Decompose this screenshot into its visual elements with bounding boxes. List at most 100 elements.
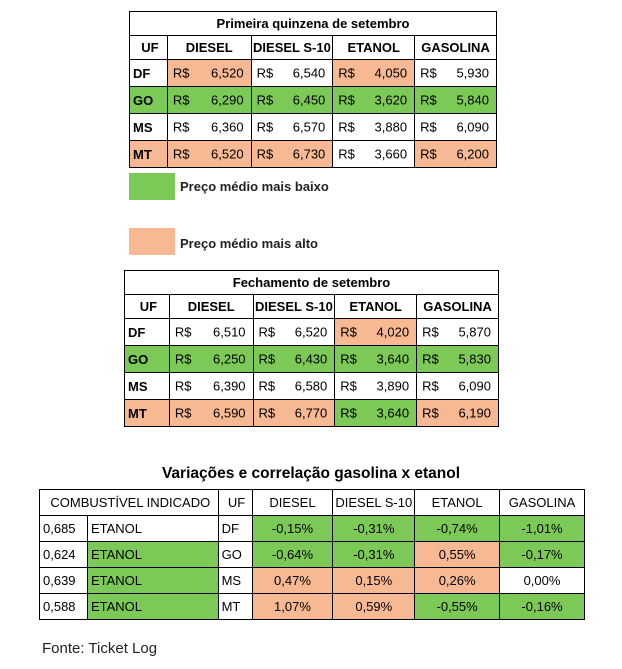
table2-header-diesel-s10: DIESEL S-10 — [252, 294, 336, 319]
price-value: 3,640 — [376, 405, 410, 421]
uf-cell: MS — [129, 113, 168, 141]
currency-symbol: R$ — [340, 378, 357, 394]
price-value: 6,590 — [213, 405, 246, 421]
price-value: 6,520 — [211, 146, 244, 162]
currency-symbol: R$ — [340, 351, 357, 367]
price-cell: R$ 3,640 — [334, 345, 418, 373]
price-cell: R$ 4,050 — [332, 59, 416, 87]
table-row: 0,588 ETANOL MT 1,07% 0,59% -0,55% -0,16% — [39, 593, 585, 620]
price-value: 4,020 — [376, 324, 410, 340]
currency-symbol: R$ — [258, 324, 276, 340]
price-cell: R$ 6,390 — [168, 372, 254, 400]
legend-high-label: Preço médio mais alto — [180, 236, 318, 251]
variation-cell: 0,59% — [332, 593, 416, 620]
price-cell: R$ 3,640 — [334, 399, 418, 427]
fuel-cell: ETANOL — [86, 593, 219, 620]
price-value: 6,430 — [294, 351, 328, 367]
table2-header-uf: UF — [124, 294, 170, 319]
table2-header-row: UF DIESEL DIESEL S-10 ETANOL GASOLINA — [124, 294, 499, 319]
currency-symbol: R$ — [340, 324, 357, 340]
table3-header-uf: UF — [217, 489, 253, 516]
table1-header-diesel-s10: DIESEL S-10 — [250, 35, 334, 60]
table2-title: Fechamento de setembro — [124, 270, 499, 295]
variation-cell: 0,15% — [332, 567, 416, 594]
currency-symbol: R$ — [256, 146, 274, 162]
price-cell: R$ 6,730 — [250, 140, 334, 168]
uf-cell: MS — [217, 567, 253, 594]
fuel-cell: ETANOL — [86, 515, 219, 542]
currency-symbol: R$ — [174, 324, 192, 340]
price-cell: R$ 6,090 — [414, 113, 497, 141]
price-cell: R$ 5,840 — [414, 86, 497, 114]
currency-symbol: R$ — [420, 65, 437, 81]
price-cell: R$ 6,590 — [168, 399, 254, 427]
price-cell: R$ 3,890 — [334, 372, 418, 400]
table2-header-etanol: ETANOL — [334, 294, 418, 319]
price-value: 6,450 — [292, 92, 326, 108]
currency-symbol: R$ — [174, 351, 192, 367]
table3-header-diesel-s10: DIESEL S-10 — [332, 489, 416, 516]
table-variacoes: COMBUSTÍVEL INDICADO UF DIESEL DIESEL S-… — [39, 489, 585, 620]
uf-cell: MS — [124, 372, 170, 400]
table-row: 0,624 ETANOL GO -0,64% -0,31% 0,55% -0,17% — [39, 541, 585, 568]
uf-cell: DF — [217, 515, 253, 542]
price-cell: R$ 6,430 — [252, 345, 336, 373]
price-cell: R$ 6,290 — [166, 86, 252, 114]
currency-symbol: R$ — [340, 405, 357, 421]
variation-cell: -0,31% — [332, 515, 416, 542]
legend-low-label: Preço médio mais baixo — [180, 179, 329, 194]
legend-high-swatch — [129, 228, 175, 255]
price-value: 3,880 — [374, 119, 408, 135]
price-cell: R$ 6,190 — [416, 399, 499, 427]
ratio-cell: 0,624 — [39, 541, 88, 568]
currency-symbol: R$ — [422, 378, 439, 394]
variation-cell: -0,15% — [251, 515, 334, 542]
price-cell: R$ 6,090 — [416, 372, 499, 400]
uf-cell: DF — [124, 318, 170, 346]
price-value: 5,930 — [456, 65, 489, 81]
variation-cell: -0,16% — [499, 593, 585, 620]
currency-symbol: R$ — [422, 324, 439, 340]
currency-symbol: R$ — [258, 405, 276, 421]
price-cell: R$ 6,540 — [250, 59, 334, 87]
price-cell: R$ 3,880 — [332, 113, 416, 141]
currency-symbol: R$ — [172, 119, 190, 135]
table1-header-row: UF DIESEL DIESEL S-10 ETANOL GASOLINA — [129, 35, 497, 60]
currency-symbol: R$ — [422, 405, 439, 421]
currency-symbol: R$ — [256, 119, 274, 135]
price-value: 5,830 — [458, 351, 491, 367]
uf-cell: MT — [124, 399, 170, 427]
price-cell: R$ 6,770 — [252, 399, 336, 427]
price-value: 6,510 — [213, 324, 246, 340]
currency-symbol: R$ — [338, 92, 355, 108]
price-value: 6,770 — [294, 405, 328, 421]
price-cell: R$ 6,250 — [168, 345, 254, 373]
fuel-cell: ETANOL — [86, 541, 219, 568]
variation-cell: 0,26% — [414, 567, 501, 594]
currency-symbol: R$ — [258, 351, 276, 367]
currency-symbol: R$ — [420, 119, 437, 135]
price-value: 6,090 — [458, 378, 491, 394]
table-row: DF R$ 6,520 R$ 6,540 R$ 4,050 R$ 5,930 — [129, 59, 497, 87]
table3-header-diesel: DIESEL — [251, 489, 334, 516]
price-value: 6,520 — [211, 65, 244, 81]
price-value: 6,200 — [456, 146, 489, 162]
price-cell: R$ 6,520 — [166, 59, 252, 87]
table-fechamento: Fechamento de setembro UF DIESEL DIESEL … — [124, 270, 499, 427]
table3-header-etanol: ETANOL — [414, 489, 501, 516]
ratio-cell: 0,639 — [39, 567, 88, 594]
variation-cell: -0,64% — [251, 541, 334, 568]
ratio-cell: 0,685 — [39, 515, 88, 542]
variation-cell: 0,55% — [414, 541, 501, 568]
price-cell: R$ 6,520 — [252, 318, 336, 346]
currency-symbol: R$ — [174, 378, 192, 394]
price-value: 3,640 — [376, 351, 410, 367]
currency-symbol: R$ — [420, 92, 437, 108]
price-cell: R$ 6,510 — [168, 318, 254, 346]
variation-cell: 0,00% — [499, 567, 585, 594]
table-row: GO R$ 6,250 R$ 6,430 R$ 3,640 R$ 5,830 — [124, 345, 499, 373]
variation-cell: -0,17% — [499, 541, 585, 568]
currency-symbol: R$ — [422, 351, 439, 367]
price-value: 4,050 — [374, 65, 408, 81]
currency-symbol: R$ — [172, 92, 190, 108]
